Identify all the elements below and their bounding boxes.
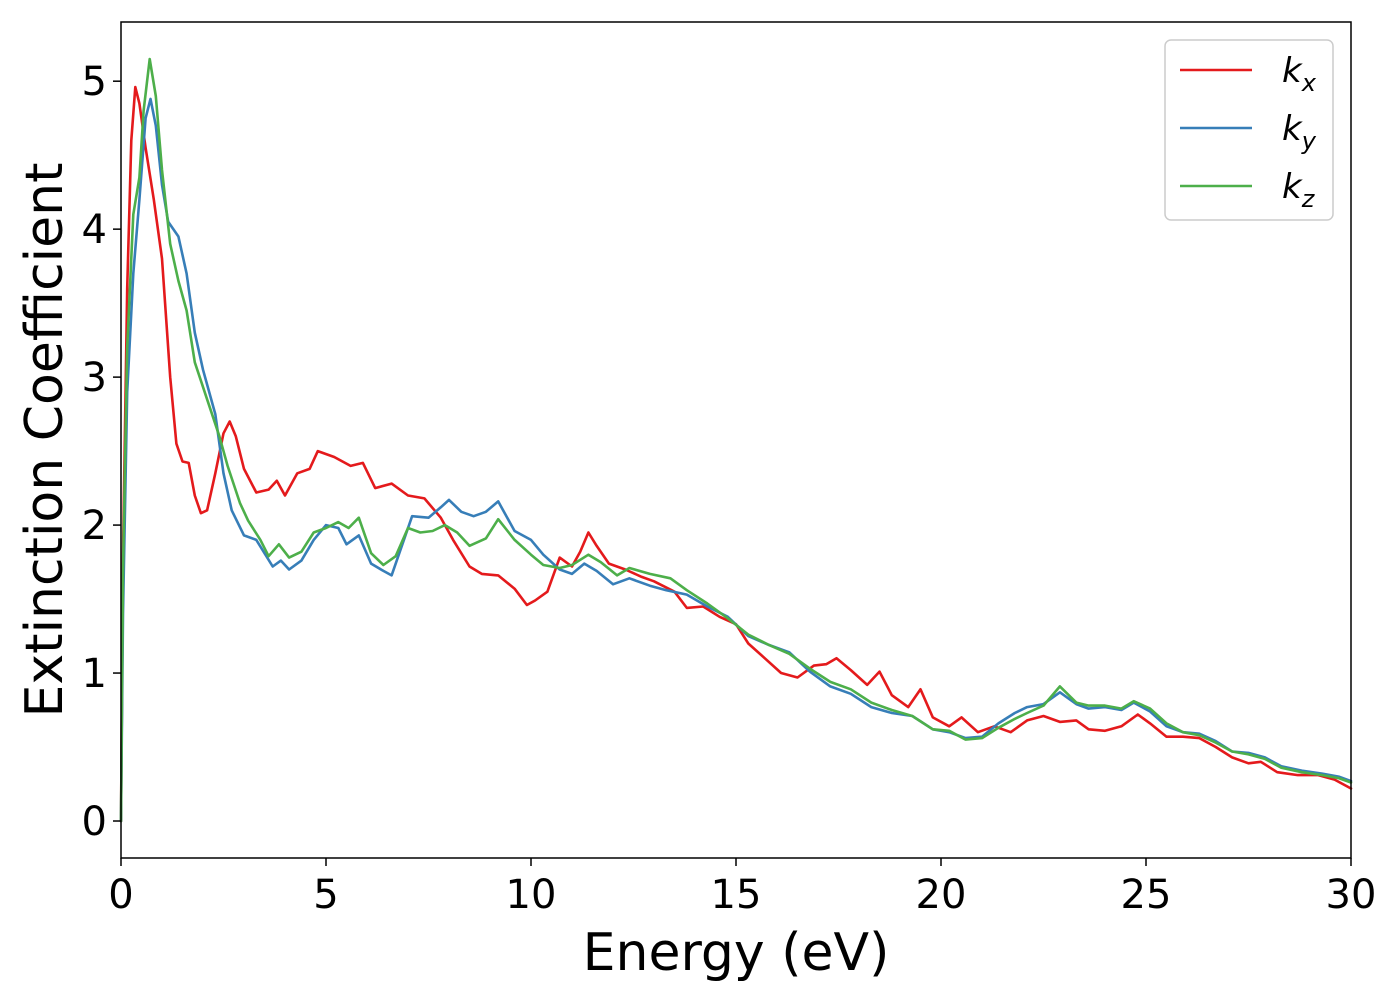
x-tick-label: 15	[711, 872, 762, 918]
x-tick-label: 5	[313, 872, 338, 918]
y-tick-label: 1	[82, 651, 107, 697]
x-tick-label: 0	[108, 872, 133, 918]
y-axis-ticks: 0 1 2 3 4 5	[82, 59, 121, 845]
series-line-kz	[119, 57, 1353, 823]
legend: kx ky kz	[1164, 39, 1334, 221]
x-tick-label: 30	[1326, 872, 1377, 918]
series-line-ky	[119, 97, 1353, 823]
x-axis-label: Energy (eV)	[583, 923, 890, 983]
legend-label-kz: kz	[1282, 167, 1316, 213]
series-line-kx	[119, 85, 1353, 823]
x-tick-label: 20	[916, 872, 967, 918]
series-lines	[119, 57, 1353, 823]
y-tick-label: 4	[82, 207, 107, 253]
x-tick-label: 10	[506, 872, 557, 918]
y-tick-label: 2	[82, 503, 107, 549]
y-tick-label: 3	[82, 355, 107, 401]
y-tick-label: 5	[82, 59, 107, 105]
legend-label-ky: ky	[1282, 109, 1317, 155]
x-tick-label: 25	[1121, 872, 1172, 918]
legend-box	[1164, 39, 1334, 221]
y-tick-label: 0	[82, 799, 107, 845]
legend-label-kx: kx	[1282, 51, 1317, 97]
x-axis-ticks: 0 5 10 15 20 25 30	[108, 858, 1376, 918]
y-axis-label: Extinction Coefficient	[15, 163, 75, 718]
